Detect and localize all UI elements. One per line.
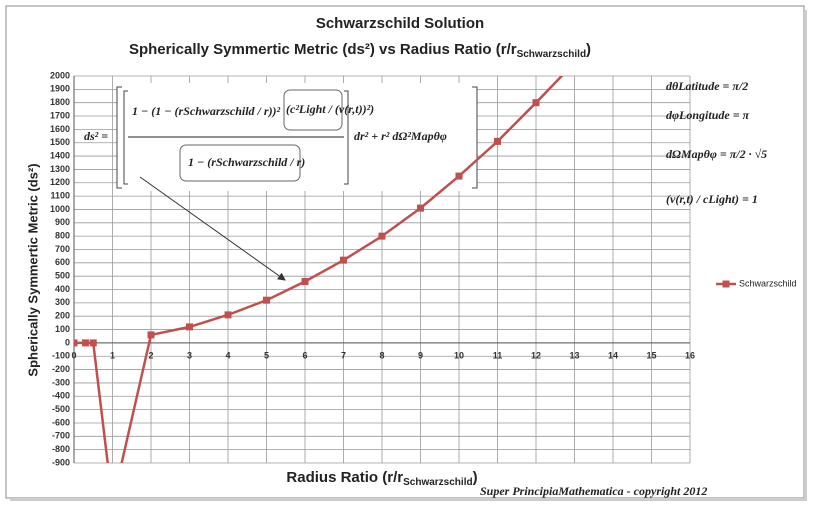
plot — [74, 76, 564, 463]
chart-subtitle: Spherically Symmertic Metric (ds²) vs Ra… — [129, 41, 591, 60]
y-tick-label: 900 — [55, 217, 70, 227]
x-tick-label: 1 — [110, 350, 115, 360]
x-tick-label: 12 — [531, 350, 541, 360]
formula-text: (c²Light / (v(r,t))²) — [286, 102, 374, 116]
series-line — [74, 76, 564, 463]
x-tick-label: 14 — [608, 350, 618, 360]
formula-text: 1 − (1 − (rSchwarzschild / r))² — [132, 104, 281, 118]
chart-title: Schwarzschild Solution — [316, 15, 484, 32]
y-tick-label: 1500 — [50, 137, 70, 147]
bracket — [116, 86, 478, 189]
legend-label: Schwarzschild — [739, 278, 797, 288]
y-tick-label: 600 — [55, 257, 70, 267]
formula-text: dθLatitude = π/2 — [666, 79, 748, 93]
y-tick-label: 1200 — [50, 177, 70, 187]
y-tick-label: 800 — [55, 231, 70, 241]
y-tick-label: 500 — [55, 271, 70, 281]
y-tick-label: 1400 — [50, 150, 70, 160]
data-point — [74, 339, 78, 347]
formula-text: dφLongitude = π — [666, 108, 750, 122]
formula: ds² = 1 − (1 − (rSchwarzschild / r))² (c²L… — [84, 79, 767, 498]
y-tick-label: 200 — [55, 311, 70, 321]
y-tick-label: -600 — [52, 417, 70, 427]
y-tick-label: -300 — [52, 377, 70, 387]
frame-shadow — [10, 498, 806, 501]
data-point — [532, 99, 540, 107]
bracket — [179, 144, 301, 182]
formula-text: 1 − (rSchwarzschild / r) — [188, 155, 305, 169]
y-tick-label: 400 — [55, 284, 70, 294]
data-point — [378, 232, 386, 240]
x-tick-label: 10 — [454, 350, 464, 360]
subtitle-end: ) — [586, 41, 591, 58]
y-axis-title: Spherically Symmertic Metric (ds²) — [25, 163, 40, 376]
formula-text: (v(r,t) / cLight) = 1 — [666, 192, 758, 206]
y-tick-label: 1600 — [50, 124, 70, 134]
legend: Schwarzschild — [716, 278, 797, 288]
x-tick-label: 7 — [341, 350, 346, 360]
y-tick-label: 1300 — [50, 164, 70, 174]
subtitle-text: Spherically Symmertic Metric (ds²) vs Ra… — [129, 41, 517, 58]
bracket — [123, 90, 349, 185]
data-point — [301, 278, 309, 286]
data-point — [455, 172, 463, 180]
y-tick-label: 700 — [55, 244, 70, 254]
y-tick-label: 2000 — [50, 70, 70, 80]
formula-text: dΩMapθφ = π/2 · √5 — [666, 147, 767, 161]
x-tick-label: 2 — [148, 350, 153, 360]
y-tick-label: 1700 — [50, 110, 70, 120]
y-tick-label: 1800 — [50, 97, 70, 107]
data-point — [224, 311, 232, 319]
x-tick-label: 11 — [493, 350, 503, 360]
data-point — [147, 331, 155, 339]
data-point — [417, 204, 424, 212]
x-tick-label: 4 — [225, 350, 230, 360]
y-tick-label: 1900 — [50, 84, 70, 94]
x-axis-title: Radius Ratio (r/rSchwarzschild) — [286, 469, 477, 488]
data-point — [263, 296, 270, 304]
frame-shadow — [804, 10, 807, 501]
data-point — [186, 323, 193, 331]
arrow — [139, 176, 286, 281]
bracket — [283, 89, 343, 131]
data-point — [89, 339, 97, 347]
x-tick-label: 15 — [646, 350, 656, 360]
formula-text: ds² = — [84, 129, 108, 143]
y-tick-label: -200 — [52, 364, 70, 374]
y-tick-label: 100 — [55, 324, 70, 334]
formula-text: dr² + r² dΩ²Mapθφ — [354, 129, 447, 143]
y-tick-label: -900 — [52, 457, 70, 467]
y-tick-label: -800 — [52, 444, 70, 454]
data-point — [494, 137, 501, 145]
x-tick-label: 16 — [685, 350, 695, 360]
x-tick-label: 5 — [264, 350, 269, 360]
y-tick-label: -500 — [52, 404, 70, 414]
data-point — [82, 339, 90, 347]
x-tick-label: 9 — [418, 350, 423, 360]
x-tick-label: 8 — [379, 350, 384, 360]
x-label-end: ) — [473, 469, 478, 486]
x-tick-label: 3 — [187, 350, 192, 360]
x-tick-label: 6 — [302, 350, 307, 360]
y-tick-label: 1100 — [50, 190, 70, 200]
x-label-text: Radius Ratio (r/r — [286, 469, 403, 486]
x-tick-label: 13 — [569, 350, 579, 360]
subtitle-subscript: Schwarzschild — [517, 49, 586, 60]
y-tick-label: 1000 — [50, 204, 70, 214]
copyright: Super PrincipiaMathematica - copyright 2… — [480, 484, 707, 498]
legend-marker — [722, 280, 730, 288]
y-tick-label: -400 — [52, 391, 70, 401]
y-tick-label: 300 — [55, 297, 70, 307]
y-tick-label: -100 — [52, 351, 70, 361]
data-point — [340, 256, 347, 264]
y-tick-label: -700 — [52, 431, 70, 441]
y-tick-label: 0 — [65, 337, 70, 347]
x-label-subscript: Schwarzschild — [403, 477, 472, 488]
